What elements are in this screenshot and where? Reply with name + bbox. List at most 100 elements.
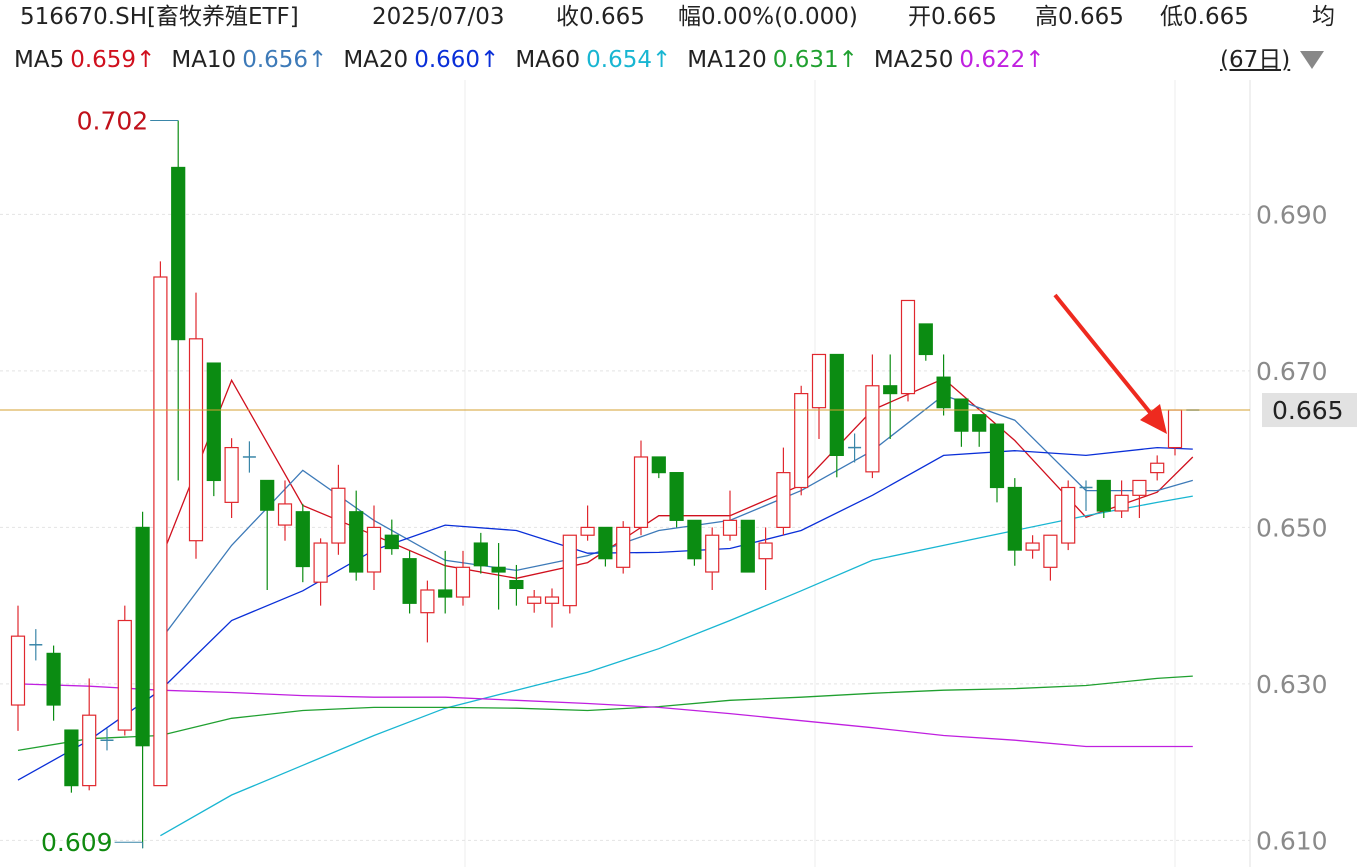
candle-body: [1096, 479, 1111, 512]
header-avg: 均: [1312, 4, 1335, 30]
candle-body: [989, 423, 1005, 489]
candle-body: [1150, 462, 1165, 474]
price-label: 0.665: [1272, 396, 1344, 425]
legend-name: MA10: [171, 47, 237, 73]
candle-body: [64, 729, 79, 787]
candle-body: [1043, 534, 1058, 568]
candle-body: [633, 456, 649, 528]
candle-body: [722, 519, 738, 536]
candle-body: [366, 526, 382, 573]
candle-body: [277, 503, 293, 526]
legend-value: 0.622↑: [959, 47, 1045, 73]
legend-name: MA60: [515, 47, 581, 73]
ma-line: [17, 683, 1193, 748]
candle-body: [1061, 486, 1076, 544]
candle-body: [420, 589, 435, 614]
candle-body: [455, 566, 471, 598]
legend-name: MA120: [687, 47, 767, 73]
legend-value: 0.660↑: [414, 47, 500, 73]
header-close: 收0.665: [556, 4, 645, 30]
candle-body: [349, 511, 364, 573]
annotation-label: 0.609: [41, 828, 113, 857]
header-symbol: 516670.SH[畜牧养殖ETF]: [20, 4, 299, 30]
candle-body: [509, 580, 524, 590]
candle-body: [616, 526, 631, 568]
candle-body: [384, 534, 399, 550]
candle-body: [900, 299, 916, 395]
ma-line: [17, 675, 1193, 752]
candle-body: [171, 166, 186, 341]
legend-value: 0.659↑: [70, 47, 156, 73]
candle-body: [224, 446, 239, 503]
arrow-head: [1140, 404, 1167, 434]
candles: [10, 120, 1200, 849]
candle-body: [776, 472, 791, 528]
candle-body: [188, 338, 204, 542]
candle-body: [117, 619, 132, 731]
candle-body: [402, 558, 417, 604]
period-selector[interactable]: (67日): [1220, 47, 1291, 73]
candle-body: [331, 487, 346, 544]
candle-body: [865, 385, 880, 473]
candle-body: [740, 519, 755, 573]
header-low: 低0.665: [1160, 4, 1249, 30]
candle-body: [153, 276, 168, 787]
candle-body: [758, 542, 773, 560]
legend-value: 0.631↑: [772, 47, 858, 73]
candle-body: [206, 362, 221, 482]
y-tick-label: 0.630: [1256, 670, 1328, 699]
candle-body: [544, 596, 560, 604]
candle-body: [936, 376, 951, 409]
candle-body: [82, 714, 97, 787]
arrow-shaft: [1053, 293, 1154, 417]
candle-body: [1025, 542, 1040, 551]
y-tick-label: 0.690: [1256, 200, 1328, 229]
candle-body: [562, 534, 577, 607]
candle-body: [669, 472, 684, 521]
date-grid: [464, 80, 1176, 867]
candle-body: [473, 542, 488, 567]
candle-body: [260, 479, 275, 511]
red-arrow: [1053, 293, 1167, 434]
candle-body: [313, 542, 328, 583]
candle-body: [1167, 409, 1183, 449]
candle-body: [687, 519, 702, 560]
candle-body: [794, 392, 809, 489]
header-open: 开0.665: [908, 4, 997, 30]
legend-name: MA5: [14, 47, 65, 73]
price-label-box: [1262, 393, 1357, 428]
legend-value: 0.654↑: [586, 47, 672, 73]
ma-line: [160, 495, 1193, 837]
candle-body: [918, 323, 933, 356]
candle-body: [811, 353, 827, 409]
candle-body: [1007, 486, 1022, 551]
candle-body: [883, 385, 898, 395]
candle-body: [829, 353, 844, 457]
legend-value: 0.656↑: [242, 47, 328, 73]
candle-body: [1114, 494, 1129, 512]
y-tick-label: 0.650: [1256, 513, 1328, 542]
period-dropdown[interactable]: [1300, 51, 1324, 69]
y-tick-label: 0.610: [1256, 826, 1328, 855]
y-tick-label: 0.670: [1256, 357, 1328, 386]
header-change: 幅0.00%(0.000): [678, 4, 858, 30]
header-date: 2025/07/03: [372, 4, 505, 30]
header-high: 高0.665: [1035, 4, 1124, 30]
candle-body: [491, 566, 506, 573]
candle-body: [651, 456, 666, 474]
candle-body: [954, 398, 969, 432]
legend-name: MA20: [343, 47, 409, 73]
annotation-label: 0.702: [77, 107, 149, 136]
candle-body: [705, 534, 720, 573]
candle-body: [580, 526, 595, 536]
candle-body: [46, 652, 61, 706]
candle-body: [527, 596, 542, 604]
ma-lines: [17, 377, 1194, 837]
candle-body: [438, 589, 453, 598]
legend: MA5 0.659↑ MA10 0.656↑ MA20 0.660↑ MA60 0.654↑ M…: [14, 43, 1055, 77]
candle-body: [135, 526, 150, 747]
candle-body: [10, 635, 26, 706]
candle-body: [598, 526, 613, 560]
